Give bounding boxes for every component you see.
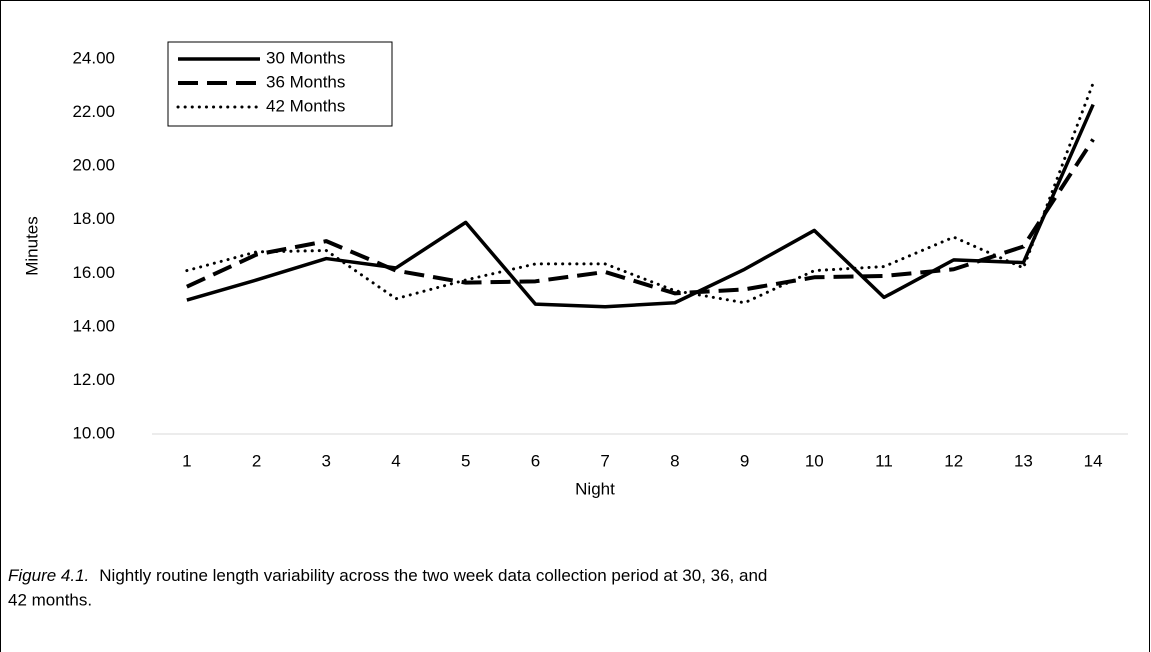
caption: Figure 4.1. Nightly routine length variab… [8, 566, 767, 585]
y-tick-label: 16.00 [72, 263, 115, 282]
caption-label: Figure 4.1. [8, 566, 89, 585]
x-axis-label: Night [575, 479, 615, 498]
y-tick-label: 14.00 [72, 316, 115, 335]
x-tick-label: 6 [531, 451, 540, 470]
caption-text: Nightly routine length variability acros… [99, 566, 767, 585]
y-tick-label: 22.00 [72, 102, 115, 121]
x-tick-label: 2 [252, 451, 261, 470]
x-tick-label: 1 [182, 451, 191, 470]
y-tick-label: 18.00 [72, 209, 115, 228]
y-tick-label: 24.00 [72, 48, 115, 67]
y-tick-label: 12.00 [72, 370, 115, 389]
x-tick-label: 13 [1014, 451, 1033, 470]
y-axis-label: Minutes [22, 216, 41, 276]
x-tick-label: 5 [461, 451, 470, 470]
x-tick-label: 3 [322, 451, 331, 470]
x-tick-label: 10 [805, 451, 824, 470]
y-tick-label: 20.00 [72, 156, 115, 175]
series-line [186, 138, 1095, 296]
series-line [185, 81, 1095, 305]
legend-label: 30 Months [266, 48, 345, 67]
x-tick-label: 7 [600, 451, 609, 470]
x-tick-label: 9 [740, 451, 749, 470]
y-tick-label: 10.00 [72, 423, 115, 442]
x-tick-label: 14 [1084, 451, 1103, 470]
legend-label: 42 Months [266, 96, 345, 115]
x-tick-label: 11 [875, 451, 893, 470]
x-tick-label: 12 [944, 451, 963, 470]
legend-box [167, 41, 393, 127]
legend-label: 36 Months [266, 72, 345, 91]
x-tick-label: 4 [391, 451, 400, 470]
x-tick-label: 8 [670, 451, 679, 470]
caption-line: 42 months. [8, 590, 92, 609]
series-line [186, 103, 1095, 309]
